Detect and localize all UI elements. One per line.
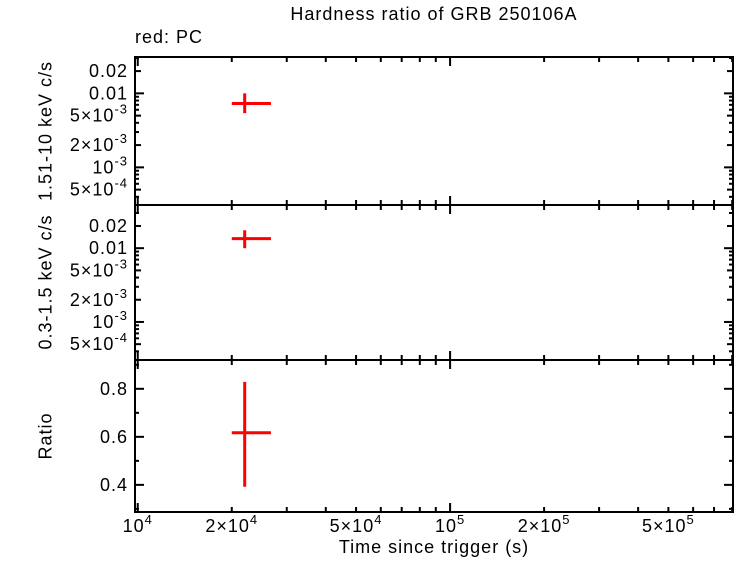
x-tick-label: 2×105 bbox=[518, 512, 571, 536]
y-tick-label: 0.02 bbox=[89, 61, 128, 81]
x-tick-label: 104 bbox=[123, 512, 153, 536]
x-tick-label: 5×105 bbox=[642, 512, 695, 536]
x-tick-label: 5×104 bbox=[330, 512, 383, 536]
y-tick-label: 10-3 bbox=[92, 308, 128, 332]
y-tick-label: 5×10-3 bbox=[70, 102, 128, 126]
y-tick-label: 0.8 bbox=[100, 379, 128, 399]
chart-title: Hardness ratio of GRB 250106A bbox=[290, 4, 578, 24]
y-tick-label: 2×10-3 bbox=[70, 131, 128, 155]
y-tick-label: 0.4 bbox=[100, 475, 128, 495]
y-tick-label: 5×10-4 bbox=[70, 176, 128, 200]
y-tick-label: 10-3 bbox=[92, 153, 128, 177]
legend-mode-label: red: PC bbox=[135, 27, 204, 47]
y-tick-label: 0.01 bbox=[89, 238, 128, 258]
y-tick-label: 0.6 bbox=[100, 427, 128, 447]
panel-frame-0 bbox=[134, 56, 734, 206]
panel-frame-1 bbox=[134, 204, 734, 361]
x-tick-label: 2×104 bbox=[205, 512, 258, 536]
y-tick-label: 5×10-4 bbox=[70, 330, 128, 354]
y-tick-label: 0.02 bbox=[89, 216, 128, 236]
y-tick-label: 2×10-3 bbox=[70, 286, 128, 310]
y-tick-label: 0.01 bbox=[89, 83, 128, 103]
x-tick-label: 105 bbox=[435, 512, 465, 536]
x-axis-label: Time since trigger (s) bbox=[338, 537, 530, 557]
y-tick-label: 5×10-3 bbox=[70, 256, 128, 280]
panel-frame-2 bbox=[134, 359, 734, 513]
